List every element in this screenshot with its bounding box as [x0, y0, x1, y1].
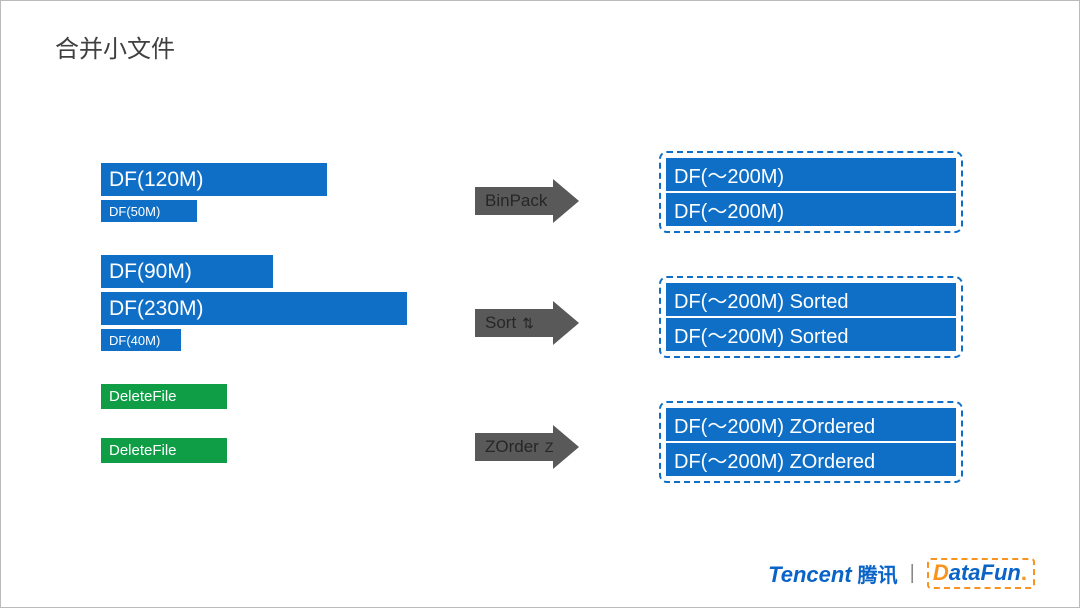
output-bar: DF(～200M) Sorted — [666, 318, 956, 351]
input-bar: DF(230M) — [101, 292, 407, 325]
tencent-cn: 腾讯 — [858, 559, 898, 588]
footer-logos: Tencent 腾讯 | DataFun. — [768, 558, 1035, 589]
logo-separator: | — [910, 562, 915, 585]
arrow-mode-icon: ⇅ — [522, 315, 534, 332]
output-bar: DF(～200M) ZOrdered — [666, 443, 956, 476]
input-bar: DeleteFile — [101, 438, 227, 463]
tencent-logo: Tencent 腾讯 — [768, 559, 898, 588]
output-bar: DF(～200M) ZOrdered — [666, 408, 956, 441]
input-bar: DeleteFile — [101, 384, 227, 409]
datafun-logo: DataFun. — [927, 558, 1035, 589]
datafun-dot: . — [1021, 560, 1027, 586]
input-bar: DF(120M) — [101, 163, 327, 196]
slide-title: 合并小文件 — [55, 29, 175, 64]
input-bar: DF(90M) — [101, 255, 273, 288]
arrow-head-icon — [553, 301, 579, 345]
output-bar: DF(～200M) — [666, 193, 956, 226]
arrow: Sort⇅ — [475, 301, 579, 345]
arrow-head-icon — [553, 425, 579, 469]
arrow: ZOrderZ — [475, 425, 579, 469]
datafun-d: D — [933, 560, 949, 586]
arrow-label: BinPack — [475, 187, 553, 215]
arrow: BinPack — [475, 179, 579, 223]
arrow-label: Sort⇅ — [475, 309, 553, 337]
arrow-label: ZOrderZ — [475, 433, 553, 461]
output-group: DF(～200M) SortedDF(～200M) Sorted — [659, 276, 963, 358]
arrow-head-icon — [553, 179, 579, 223]
slide: 合并小文件 DF(120M) DF(50M) DF(90M) DF(230M) DF(4… — [0, 0, 1080, 608]
input-bar: DF(40M) — [101, 329, 181, 351]
output-bar: DF(～200M) Sorted — [666, 283, 956, 316]
tencent-en: Tencent — [768, 562, 852, 588]
output-bar: DF(～200M) — [666, 158, 956, 191]
datafun-rest: ataFun — [949, 560, 1021, 586]
input-bar: DF(50M) — [101, 200, 197, 222]
output-group: DF(～200M) ZOrderedDF(～200M) ZOrdered — [659, 401, 963, 483]
output-group: DF(～200M)DF(～200M) — [659, 151, 963, 233]
